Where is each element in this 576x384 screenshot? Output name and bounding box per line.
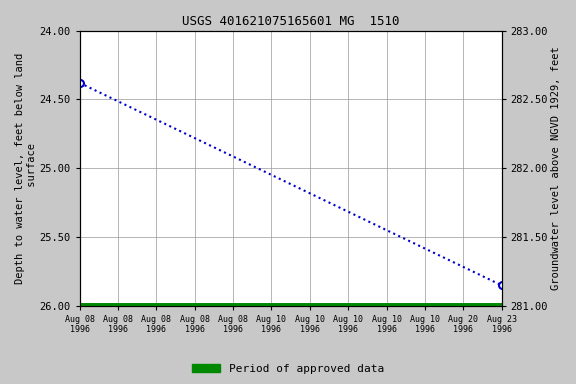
Y-axis label: Groundwater level above NGVD 1929, feet: Groundwater level above NGVD 1929, feet	[551, 46, 561, 290]
Y-axis label: Depth to water level, feet below land
 surface: Depth to water level, feet below land su…	[15, 53, 37, 284]
Legend: Period of approved data: Period of approved data	[188, 359, 388, 379]
Title: USGS 401621075165601 MG  1510: USGS 401621075165601 MG 1510	[182, 15, 399, 28]
